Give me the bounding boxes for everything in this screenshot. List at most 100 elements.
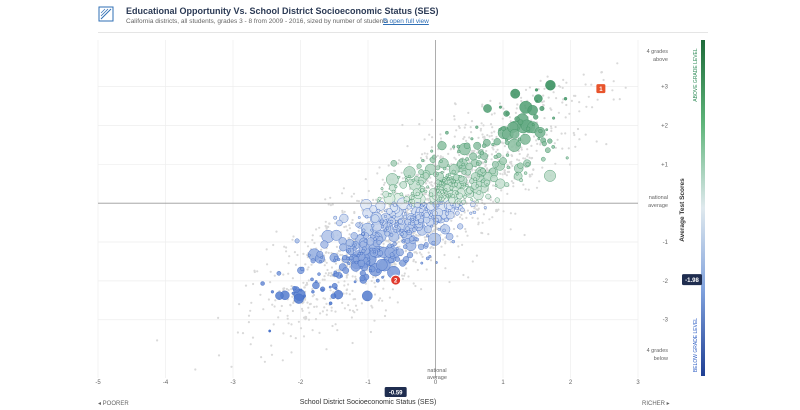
data-point bbox=[506, 170, 509, 174]
data-point bbox=[396, 248, 404, 257]
data-point bbox=[389, 223, 393, 227]
data-point bbox=[279, 309, 282, 312]
data-point bbox=[456, 144, 461, 149]
data-point bbox=[482, 124, 485, 127]
data-point bbox=[321, 310, 324, 313]
data-point bbox=[291, 309, 294, 313]
top-grades-label: 4 grades bbox=[647, 49, 669, 55]
data-point bbox=[424, 189, 428, 194]
data-point bbox=[275, 230, 278, 233]
data-point bbox=[570, 99, 574, 102]
data-point bbox=[430, 183, 433, 186]
data-point bbox=[310, 263, 313, 266]
data-point bbox=[304, 298, 307, 301]
data-point bbox=[491, 216, 494, 219]
data-point bbox=[381, 275, 385, 279]
data-point bbox=[376, 239, 382, 246]
data-point bbox=[413, 175, 420, 182]
data-point bbox=[461, 169, 467, 175]
data-point bbox=[514, 111, 518, 114]
data-point bbox=[463, 126, 466, 129]
data-point bbox=[544, 147, 551, 154]
data-point bbox=[398, 245, 401, 248]
data-point bbox=[532, 168, 535, 171]
data-point bbox=[544, 169, 556, 182]
data-point bbox=[427, 251, 430, 254]
data-point bbox=[423, 236, 426, 239]
data-point bbox=[435, 165, 441, 171]
data-point bbox=[414, 261, 417, 264]
data-point bbox=[348, 309, 351, 312]
data-point bbox=[401, 123, 404, 127]
data-point bbox=[381, 190, 384, 193]
data-point bbox=[616, 62, 619, 65]
data-point bbox=[341, 211, 344, 214]
data-point bbox=[485, 149, 488, 153]
data-point bbox=[302, 281, 305, 284]
data-point bbox=[445, 232, 454, 241]
data-point bbox=[415, 191, 420, 197]
marker-1[interactable] bbox=[596, 84, 606, 94]
data-point bbox=[300, 266, 305, 272]
data-point bbox=[307, 279, 310, 282]
data-point bbox=[453, 115, 456, 118]
data-point bbox=[552, 91, 555, 94]
y-axis-label: Average Test Scores bbox=[679, 178, 686, 242]
data-point bbox=[417, 173, 420, 176]
open-full-view-link[interactable]: ⧉ open full view bbox=[383, 18, 429, 26]
data-point bbox=[480, 167, 486, 174]
data-point bbox=[370, 304, 373, 307]
data-point bbox=[524, 188, 527, 191]
data-point bbox=[448, 196, 456, 204]
data-point bbox=[532, 135, 536, 138]
data-point bbox=[311, 288, 314, 291]
data-point bbox=[357, 229, 360, 232]
x-tick-label: 1 bbox=[501, 380, 505, 386]
data-point bbox=[470, 137, 474, 141]
data-point bbox=[477, 221, 480, 224]
data-point bbox=[430, 118, 434, 121]
data-point bbox=[394, 225, 398, 229]
data-point bbox=[496, 148, 499, 151]
data-point bbox=[431, 230, 434, 233]
data-point bbox=[557, 111, 561, 114]
data-point bbox=[256, 270, 259, 273]
data-point bbox=[412, 213, 416, 217]
data-point bbox=[469, 126, 472, 129]
data-point bbox=[369, 205, 378, 213]
data-point bbox=[510, 180, 513, 183]
external-link-icon: ⧉ bbox=[383, 18, 390, 25]
data-point bbox=[415, 174, 418, 177]
data-point bbox=[377, 299, 380, 302]
data-point bbox=[506, 151, 509, 154]
highlight-markers[interactable]: 12 bbox=[390, 84, 606, 286]
data-point bbox=[380, 224, 385, 229]
colorbar-top-label: ABOVE GRADE LEVEL bbox=[693, 48, 699, 102]
data-point bbox=[330, 271, 333, 275]
marker-label: 2 bbox=[394, 278, 398, 284]
data-point bbox=[263, 360, 266, 363]
data-point bbox=[373, 293, 377, 296]
data-point bbox=[273, 274, 276, 277]
data-point bbox=[361, 228, 366, 233]
data-point bbox=[310, 258, 316, 264]
data-point bbox=[412, 282, 415, 285]
data-point bbox=[319, 312, 322, 315]
data-point bbox=[315, 305, 318, 308]
data-point bbox=[345, 249, 349, 253]
data-point bbox=[462, 273, 465, 277]
data-point bbox=[492, 148, 495, 151]
data-point bbox=[327, 251, 330, 254]
data-point bbox=[346, 273, 349, 276]
data-point bbox=[291, 295, 294, 298]
marker-2[interactable] bbox=[390, 274, 402, 286]
data-point bbox=[403, 199, 407, 204]
data-point bbox=[424, 193, 427, 196]
data-point bbox=[542, 104, 545, 107]
data-point bbox=[424, 238, 427, 242]
data-point bbox=[528, 86, 532, 89]
data-point bbox=[465, 139, 468, 142]
data-point bbox=[380, 218, 384, 222]
data-point bbox=[194, 368, 197, 371]
data-point bbox=[562, 78, 565, 81]
